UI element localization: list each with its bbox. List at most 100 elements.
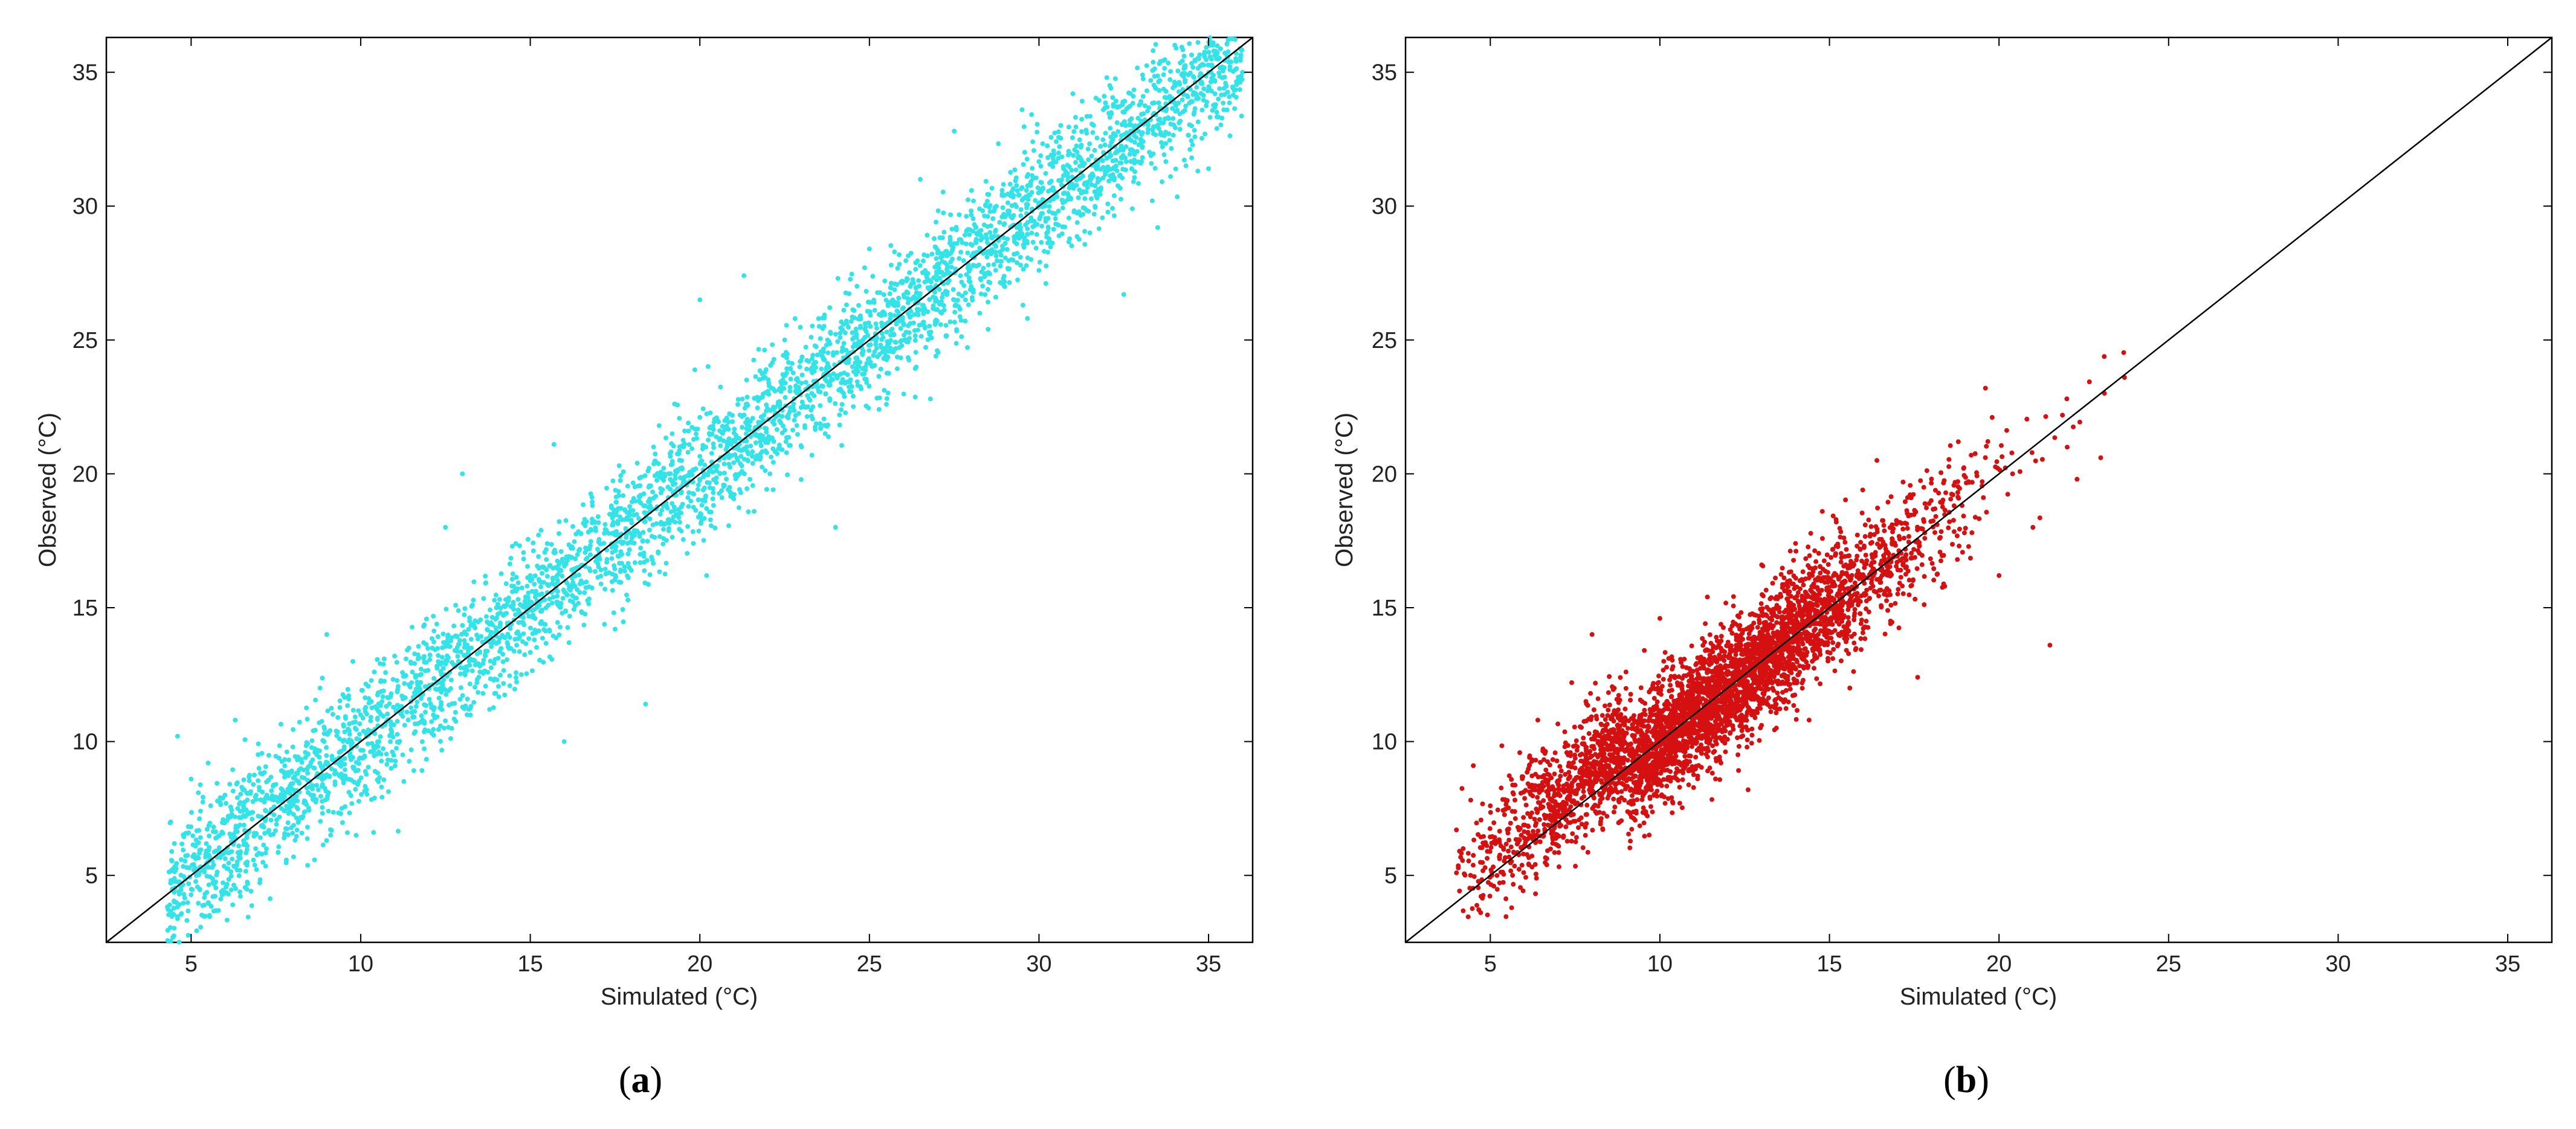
scatter-point	[714, 468, 719, 474]
scatter-point	[1237, 87, 1242, 92]
scatter-point	[1038, 164, 1044, 169]
scatter-point	[894, 282, 900, 287]
scatter-point	[362, 753, 367, 759]
scatter-point	[1021, 245, 1027, 250]
scatter-point	[834, 350, 839, 355]
scatter-point	[196, 901, 201, 906]
scatter-point	[317, 720, 322, 725]
scatter-point	[927, 297, 932, 302]
scatter-point	[186, 933, 191, 938]
scatter-point	[799, 372, 805, 378]
scatter-point	[1791, 558, 1796, 563]
scatter-point	[1132, 157, 1137, 162]
scatter-point	[172, 890, 177, 895]
scatter-point	[677, 444, 682, 449]
scatter-point	[872, 307, 877, 313]
scatter-point	[476, 690, 481, 695]
scatter-point	[1230, 69, 1236, 74]
scatter-point	[964, 272, 969, 277]
scatter-point	[818, 425, 823, 431]
scatter-point	[923, 345, 928, 350]
scatter-point	[525, 564, 530, 569]
y-axis-label: Observed (°C)	[34, 413, 61, 567]
scatter-point	[1018, 254, 1023, 260]
scatter-point	[1138, 161, 1143, 166]
scatter-point	[1731, 594, 1736, 599]
scatter-point	[323, 788, 329, 794]
scatter-point	[389, 727, 393, 732]
scatter-point	[758, 443, 764, 448]
scatter-point	[215, 799, 220, 804]
scatter-point	[980, 283, 986, 289]
scatter-point	[864, 404, 869, 409]
scatter-point	[947, 237, 953, 243]
scatter-point	[1113, 98, 1119, 104]
scatter-point	[1135, 115, 1141, 121]
scatter-point	[725, 445, 730, 450]
scatter-point	[502, 611, 508, 617]
scatter-point	[252, 773, 257, 777]
scatter-point	[1155, 225, 1160, 230]
scatter-point	[245, 915, 251, 920]
scatter-point	[1048, 178, 1054, 184]
scatter-point	[616, 463, 622, 468]
scatter-point	[346, 790, 352, 795]
scatter-point	[547, 596, 552, 602]
scatter-point	[254, 852, 260, 858]
scatter-point	[1048, 152, 1054, 158]
scatter-point	[1085, 146, 1091, 152]
scatter-point	[627, 539, 633, 545]
scatter-point	[176, 939, 182, 945]
scatter-point	[1001, 182, 1006, 187]
scatter-point	[928, 396, 933, 402]
scatter-point	[1108, 153, 1114, 158]
scatter-point	[245, 880, 250, 885]
scatter-point	[483, 573, 488, 579]
scatter-point	[631, 496, 636, 501]
scatter-point	[589, 495, 595, 500]
scatter-point	[1047, 204, 1052, 209]
scatter-point	[295, 798, 300, 803]
scatter-point	[1105, 210, 1111, 214]
scatter-point	[1112, 76, 1118, 82]
scatter-point	[1084, 208, 1089, 213]
scatter-point	[436, 695, 442, 701]
scatter-point	[741, 273, 747, 278]
scatter-point	[1141, 111, 1146, 117]
scatter-point	[744, 394, 750, 400]
scatter-point	[1207, 54, 1213, 59]
scatter-point	[515, 636, 521, 642]
scatter-point	[1214, 114, 1219, 120]
scatter-point	[419, 739, 425, 744]
scatter-point	[894, 321, 899, 327]
scatter-point	[168, 819, 173, 825]
scatter-point	[1090, 130, 1096, 135]
scatter-point	[770, 446, 776, 451]
scatter-point	[1029, 112, 1035, 117]
scatter-point	[1073, 115, 1078, 120]
scatter-point	[434, 687, 440, 692]
scatter-point	[511, 602, 516, 608]
scatter-point	[263, 851, 268, 856]
scatter-point	[722, 418, 728, 423]
scatter-point	[369, 741, 375, 746]
scatter-point	[324, 753, 329, 758]
scatter-point	[763, 468, 768, 474]
scatter-point	[944, 292, 949, 297]
scatter-point	[1102, 94, 1107, 99]
scatter-point	[448, 736, 453, 741]
scatter-point	[897, 345, 902, 350]
scatter-point	[701, 538, 706, 543]
scatter-point	[379, 784, 384, 790]
scatter-point	[525, 584, 530, 589]
scatter-point	[1209, 79, 1213, 85]
scatter-point	[240, 808, 246, 814]
scatter-point	[689, 446, 695, 451]
scatter-point	[378, 703, 383, 709]
scatter-point	[1735, 752, 1741, 757]
scatter-point	[1036, 268, 1042, 273]
scatter-point	[780, 414, 785, 419]
scatter-point	[1080, 163, 1086, 169]
scatter-point	[1114, 120, 1120, 125]
scatter-point	[588, 539, 593, 544]
